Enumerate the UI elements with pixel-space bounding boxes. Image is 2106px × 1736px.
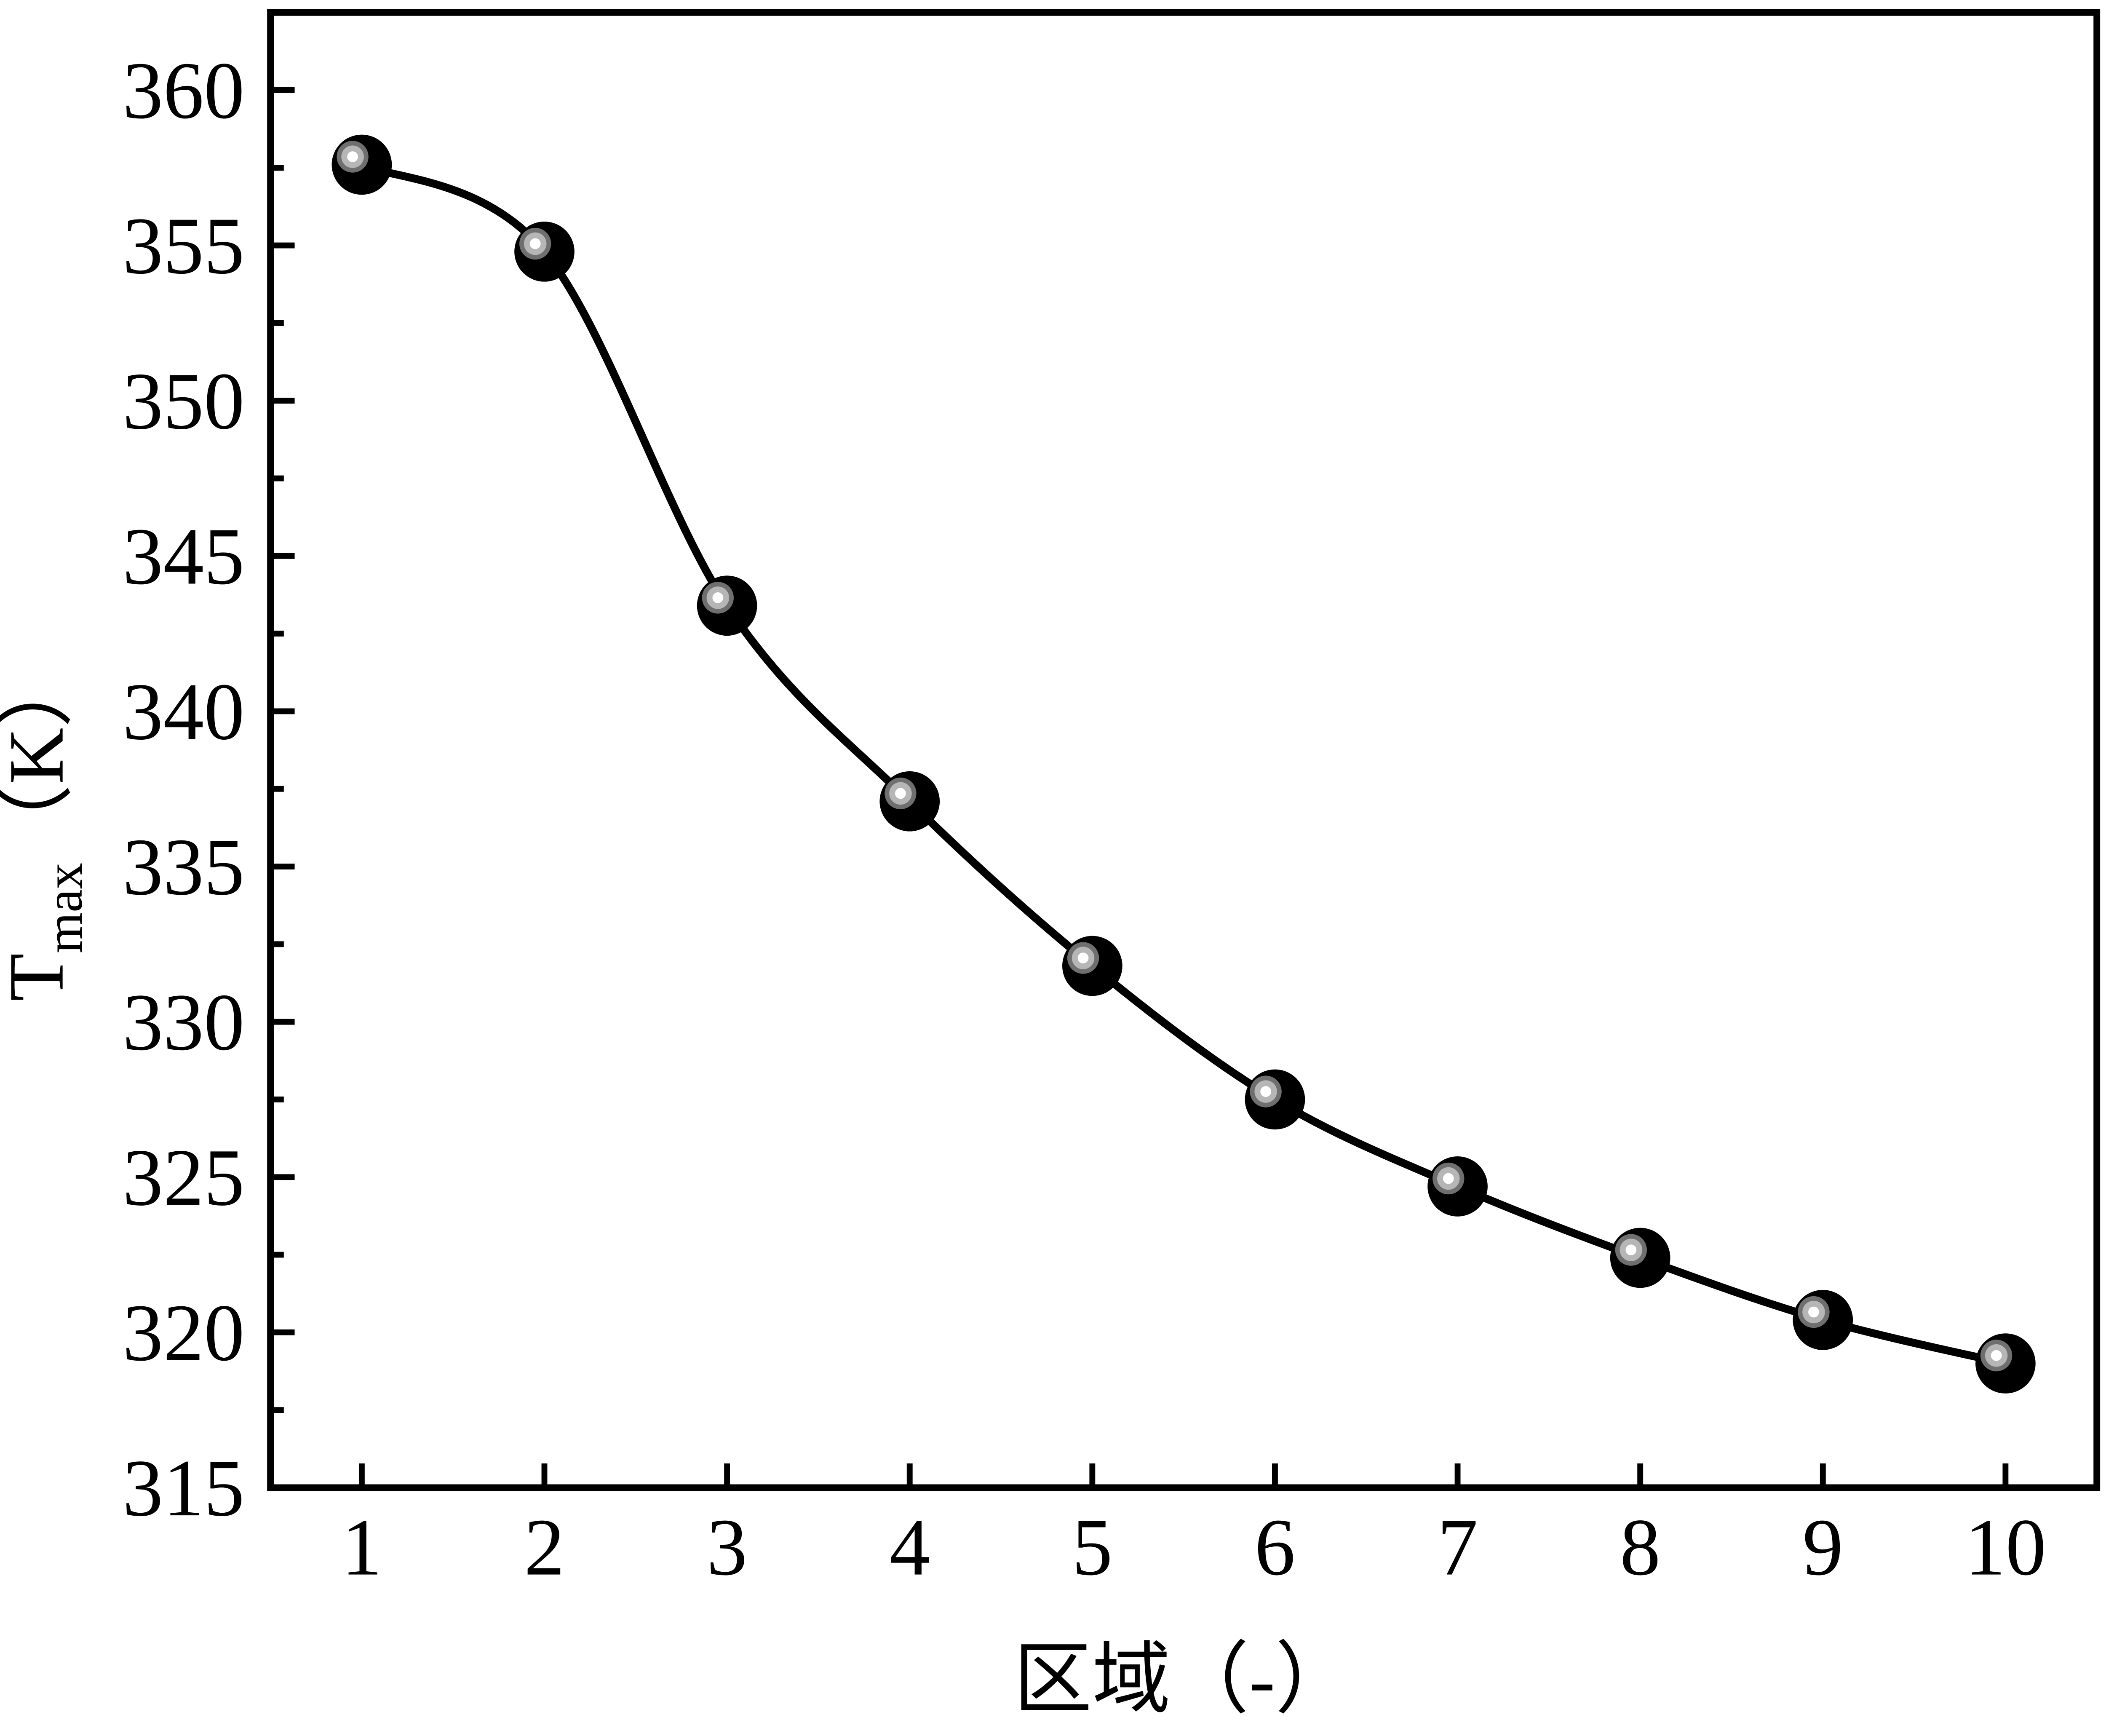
x-tick-label: 7 [1437,1502,1478,1592]
plot-frame [267,9,2101,1491]
x-tick-label: 5 [1072,1502,1113,1592]
data-point-marker [1975,1333,2036,1394]
x-tick-label: 9 [1802,1502,1843,1592]
y-tick-label: 315 [123,1443,245,1533]
y-tick-label: 350 [123,356,245,446]
x-axis-title: 区域（-） [1014,1637,1354,1723]
marker-highlight-core [1625,1244,1637,1255]
x-tick-label: 2 [524,1502,565,1592]
y-axis-title: Tmax（K） [0,649,94,1001]
data-point-marker [879,771,940,832]
y-tick-label: 345 [123,511,245,602]
marker-highlight-core [1443,1173,1454,1184]
y-tick-label: 335 [123,822,245,912]
marker-highlight-core [1077,952,1089,963]
x-tick-label: 6 [1255,1502,1296,1592]
data-point-marker [1245,1069,1305,1130]
data-point-marker [1610,1228,1670,1288]
data-point-marker [514,221,575,282]
x-tick-label: 1 [342,1502,382,1592]
marker-highlight-core [1991,1350,2002,1361]
series-line [358,160,2010,1367]
x-tick-label: 10 [1965,1502,2046,1592]
y-tick-label: 360 [123,45,245,136]
x-tick-label: 8 [1620,1502,1661,1592]
data-point-marker [1793,1290,1853,1350]
marker-highlight-core [529,238,541,249]
marker-highlight-core [1260,1086,1272,1097]
x-tick-label: 4 [889,1502,930,1592]
marker-highlight-core [895,788,906,799]
y-tick-label: 330 [123,977,245,1067]
y-tick-label: 355 [123,201,245,291]
y-tick-label: 325 [123,1132,245,1222]
data-point-marker [697,575,757,636]
x-tick-label: 3 [707,1502,748,1592]
y-tick-label: 340 [123,666,245,757]
data-point-marker [1427,1156,1488,1217]
y-tick-label: 320 [123,1288,245,1378]
marker-highlight-core [1808,1306,1819,1318]
marker-highlight-core [347,151,358,162]
data-point-marker [331,134,392,195]
chart-background [0,8,2106,1728]
marker-highlight-core [712,592,724,603]
data-point-marker [1062,936,1122,996]
